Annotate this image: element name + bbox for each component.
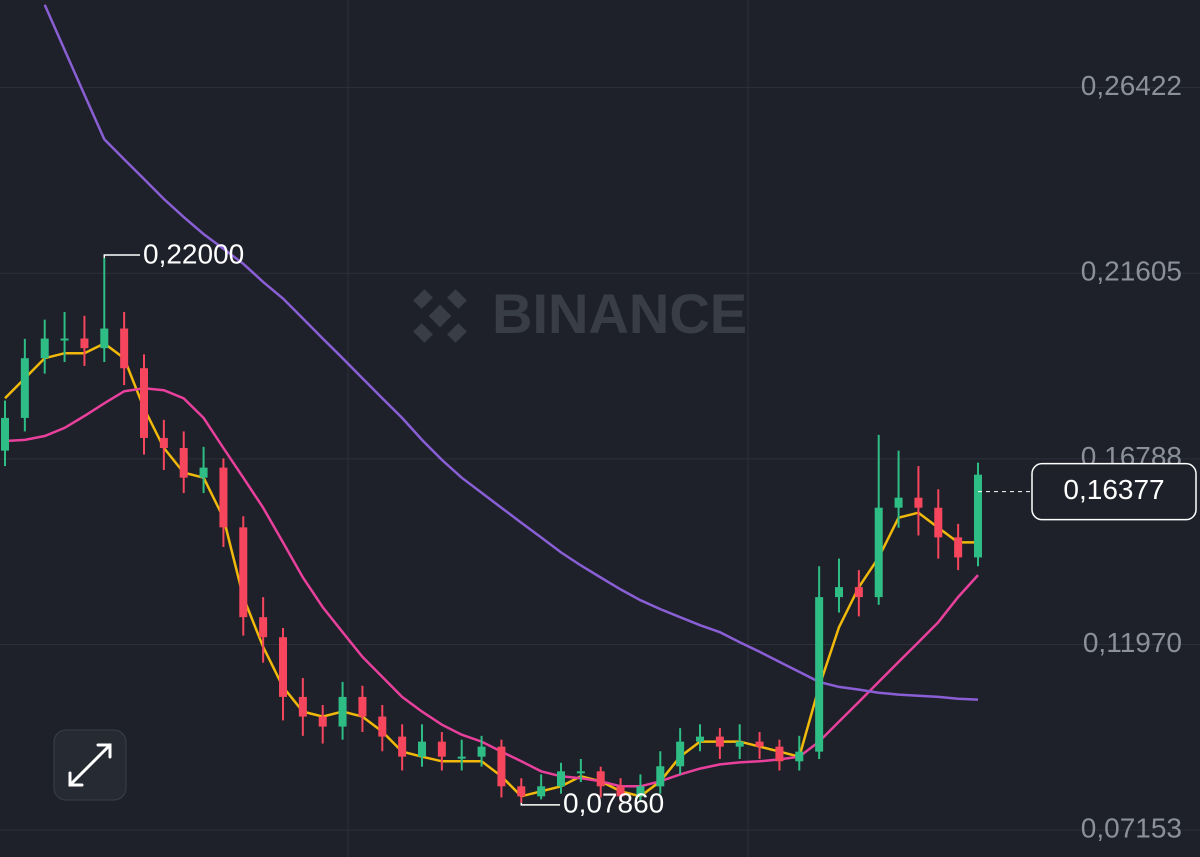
candle-body (140, 368, 148, 438)
candle-body (100, 328, 109, 349)
candle-body (159, 437, 168, 448)
candle-body (894, 497, 903, 508)
candle-body (835, 587, 843, 598)
y-tick-label: 0,07153 (1081, 813, 1182, 844)
candle-body (656, 766, 665, 787)
candle-body (795, 751, 804, 762)
expand-icon[interactable] (68, 743, 112, 787)
candle-body (576, 771, 585, 774)
candle-body (259, 617, 268, 638)
candle-body (616, 786, 625, 797)
candle-body (179, 447, 188, 478)
high-marker-label: 0,22000 (143, 238, 244, 269)
candle-body (735, 741, 744, 747)
expand-button[interactable] (53, 729, 127, 801)
candle-body (497, 746, 506, 787)
candle-body (338, 696, 347, 727)
y-tick-label: 0,26422 (1081, 70, 1182, 101)
candle-body (120, 328, 129, 369)
candle-body (20, 358, 29, 418)
candle-body (398, 736, 407, 757)
candle-body (696, 736, 704, 742)
candle-body (60, 338, 69, 341)
candle-body (715, 736, 724, 747)
watermark-text: BINANCE (492, 282, 747, 345)
candle-body (219, 467, 228, 528)
candle-body (279, 637, 287, 697)
candle-body (477, 746, 486, 757)
candle-body (318, 716, 327, 727)
candle-body (636, 786, 645, 797)
low-marker-line (520, 802, 560, 806)
candle-body (775, 746, 784, 762)
candle-body (676, 741, 685, 767)
y-tick-label: 0,11970 (1083, 627, 1182, 658)
candle-body (418, 741, 426, 757)
candle-body (298, 696, 307, 717)
last-price-box (1031, 462, 1197, 521)
last-price-label: 0,16377 (1063, 474, 1164, 505)
candle-body (755, 741, 764, 747)
candle-body (596, 771, 605, 787)
watermark: BINANCE (413, 282, 747, 345)
candle-body (358, 696, 367, 717)
candle-body (537, 786, 546, 797)
candle-body (457, 756, 466, 759)
high-marker-line (103, 254, 140, 258)
candle-body (199, 467, 208, 478)
candle-body (934, 507, 943, 538)
y-tick-label: 0,21605 (1081, 256, 1182, 287)
candle-body (854, 587, 863, 598)
candle-body (378, 716, 387, 737)
candle-body (874, 507, 883, 598)
candle-body (437, 741, 446, 757)
candle-body (80, 338, 89, 349)
low-marker-label: 0,07860 (563, 787, 664, 818)
candle-body (954, 537, 963, 558)
candle-body (557, 771, 565, 787)
candle-body (40, 338, 49, 359)
candle-body (815, 597, 824, 752)
candle-body (974, 474, 982, 558)
candle-body (914, 497, 923, 508)
candle-body (239, 527, 248, 618)
candle-body (1, 417, 9, 451)
candle-body (517, 786, 526, 797)
